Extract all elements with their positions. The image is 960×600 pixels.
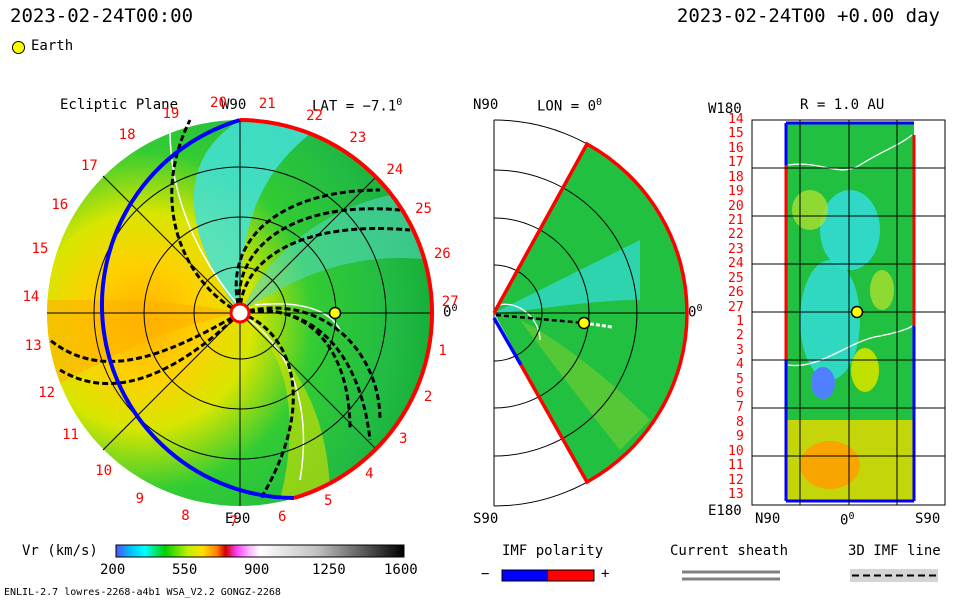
- current-sheath-title: Current sheath: [670, 543, 789, 559]
- imf-positive-swatch: [548, 570, 594, 581]
- synoptic-y-label: 22: [728, 227, 744, 243]
- synoptic-y-label: 26: [728, 285, 744, 301]
- synoptic-y-label: 2: [736, 328, 744, 344]
- synoptic-y-label: 7: [736, 400, 744, 416]
- synoptic-y-label: 4: [736, 357, 744, 373]
- carrington-label: 20: [210, 95, 227, 112]
- synoptic-y-label: 27: [728, 299, 744, 315]
- carrington-label: 8: [181, 507, 190, 524]
- colorbar-label: Vr (km/s): [22, 543, 98, 559]
- synoptic-y-label: 1: [736, 313, 744, 329]
- carrington-label: 24: [386, 161, 404, 178]
- carrington-label: 7: [229, 513, 238, 530]
- synoptic-y-label: 6: [736, 386, 744, 402]
- earth-marker-meridional: [577, 316, 591, 330]
- synoptic-y-label: 15: [728, 126, 744, 142]
- synoptic-y-label: 17: [728, 155, 744, 171]
- imf-line-swatch-bg: [850, 569, 938, 582]
- ecliptic-lat-label: LAT = −7.10: [312, 97, 403, 115]
- carrington-label: 22: [306, 107, 323, 124]
- carrington-label: 27: [441, 294, 459, 311]
- colorbar-tick-550: 550: [172, 562, 198, 578]
- synoptic-y-label: 18: [728, 169, 744, 185]
- model-info: ENLIL-2.7 lowres-2268-a4b1 WSA_V2.2 GONG…: [4, 587, 281, 598]
- colorbar-tick-900: 900: [244, 562, 270, 578]
- synoptic-y-label: 9: [736, 429, 744, 445]
- carrington-label: 9: [135, 490, 144, 507]
- timestamp-right: 2023-02-24T00 +0.00 day: [676, 5, 940, 27]
- ecliptic-right-label: 00: [443, 303, 458, 321]
- colorbar-tick-200: 200: [100, 562, 126, 578]
- meridional-lon-label: LON = 00: [537, 97, 603, 115]
- carrington-label: 5: [324, 492, 333, 509]
- sun-inner-boundary: [229, 302, 251, 324]
- meridional-right-label: 00: [688, 303, 703, 321]
- ecliptic-panel: [47, 118, 434, 506]
- synoptic-y-label: 23: [728, 241, 744, 257]
- carrington-label: 13: [24, 338, 42, 355]
- synoptic-y-label: 20: [728, 198, 744, 214]
- carrington-label: 12: [38, 384, 56, 401]
- synoptic-title: R = 1.0 AU: [800, 97, 885, 113]
- colorbar-gradient: [115, 544, 405, 558]
- carrington-label: 25: [415, 201, 432, 218]
- synoptic-y-label: 19: [728, 184, 744, 200]
- imf-polarity-title: IMF polarity: [502, 543, 604, 559]
- synoptic-y-label: 13: [728, 487, 744, 502]
- earth-marker-ecliptic: [328, 306, 342, 320]
- timestamp-left: 2023-02-24T00:00: [10, 5, 194, 27]
- carrington-label: 3: [398, 431, 408, 448]
- carrington-label: 23: [349, 129, 367, 146]
- synoptic-top-left-label: W180: [708, 101, 742, 117]
- carrington-label: 14: [22, 289, 40, 306]
- synoptic-y-label: 14: [728, 112, 744, 127]
- carrington-label: 2: [423, 389, 433, 406]
- carrington-label: 26: [433, 246, 451, 263]
- synoptic-bottom-left-label: E180: [708, 503, 742, 519]
- ecliptic-imf-lines: [49, 119, 411, 501]
- colorbar-tick-1250: 1250: [312, 562, 346, 578]
- carrington-label: 1: [438, 342, 447, 359]
- carrington-label: 15: [31, 241, 49, 258]
- synoptic-y-label: 5: [736, 371, 744, 387]
- synoptic-y-label: 10: [728, 443, 744, 459]
- colorbar-tick-1600: 1600: [384, 562, 418, 578]
- synoptic-y-label: 16: [728, 140, 744, 156]
- synoptic-y-label: 11: [728, 458, 744, 474]
- carrington-label: 18: [118, 127, 136, 144]
- carrington-label: 21: [258, 95, 276, 112]
- synoptic-y-label: 12: [728, 472, 744, 488]
- synoptic-x-left: N90: [755, 511, 781, 527]
- imf-polarity-minus: −: [481, 566, 490, 582]
- earth-legend-marker: [12, 41, 25, 54]
- synoptic-panel: [751, 119, 946, 506]
- imf-polarity-plus: +: [601, 566, 610, 582]
- meridional-bottom-label: S90: [473, 511, 499, 527]
- carrington-label: 4: [365, 466, 374, 483]
- ecliptic-top-label: W90: [221, 97, 247, 113]
- imf-line-title: 3D IMF line: [848, 543, 941, 559]
- synoptic-y-label: 25: [728, 270, 744, 286]
- carrington-label: 10: [95, 463, 112, 480]
- synoptic-y-label: 21: [728, 212, 744, 228]
- carrington-label: 11: [62, 427, 79, 444]
- meridional-top-label: N90: [473, 97, 499, 113]
- synoptic-y-label: 24: [728, 256, 744, 272]
- imf-negative-swatch: [502, 570, 548, 581]
- carrington-label: 6: [278, 508, 287, 525]
- earth-legend-label: Earth: [31, 38, 74, 54]
- synoptic-x-mid: 00: [840, 511, 855, 529]
- meridional-panel: [492, 119, 689, 507]
- carrington-label: 16: [51, 196, 69, 213]
- ecliptic-bottom-label: E90: [225, 511, 251, 527]
- synoptic-x-right: S90: [915, 511, 941, 527]
- synoptic-y-label: 3: [736, 342, 744, 358]
- carrington-label: 17: [80, 158, 98, 175]
- synoptic-y-label: 8: [736, 414, 744, 430]
- ecliptic-title: Ecliptic Plane: [60, 97, 179, 113]
- carrington-label: 19: [162, 105, 180, 122]
- earth-marker-synoptic: [850, 305, 864, 319]
